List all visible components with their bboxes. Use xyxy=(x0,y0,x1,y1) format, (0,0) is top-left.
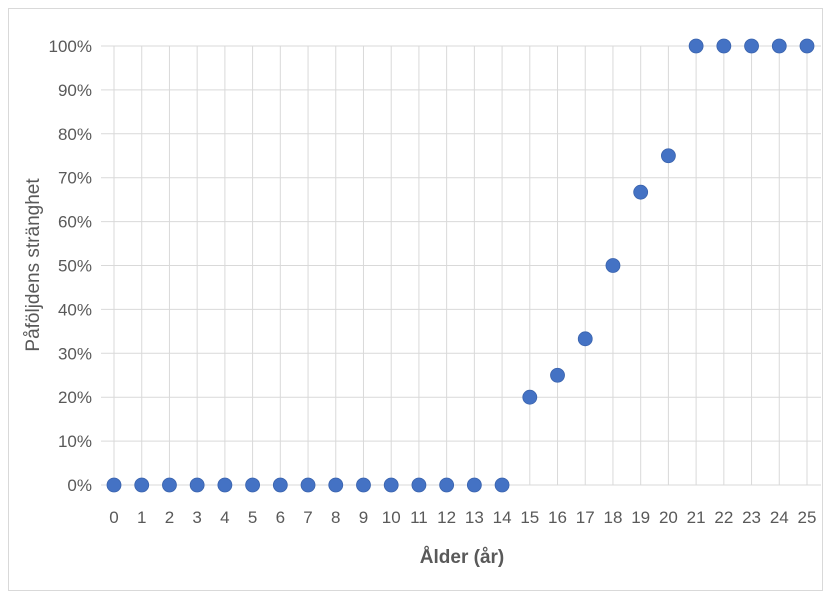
x-tick-label: 3 xyxy=(192,508,201,527)
y-tick-label: 80% xyxy=(58,125,92,144)
data-point xyxy=(633,184,649,200)
x-tick-label: 6 xyxy=(276,508,285,527)
x-tick-label: 0 xyxy=(109,508,118,527)
x-tick-label: 5 xyxy=(248,508,257,527)
data-point xyxy=(383,477,399,493)
x-tick-label: 7 xyxy=(303,508,312,527)
data-point xyxy=(466,477,482,493)
data-point xyxy=(439,477,455,493)
data-points xyxy=(106,38,815,493)
x-tick-label: 24 xyxy=(770,508,789,527)
y-tick-label: 40% xyxy=(58,300,92,319)
data-point xyxy=(771,38,787,54)
data-point xyxy=(688,38,704,54)
data-point xyxy=(577,331,593,347)
y-tick-label: 60% xyxy=(58,213,92,232)
data-point xyxy=(189,477,205,493)
data-point xyxy=(272,477,288,493)
x-axis-ticks: 0 1 2 3 4 5 6 7 8 9 10 11 12 13 14 15 16 17 18 19 20 21 22 23 24… xyxy=(109,508,816,527)
x-tick-label: 17 xyxy=(576,508,595,527)
x-tick-label: 25 xyxy=(798,508,817,527)
x-tick-label: 20 xyxy=(659,508,678,527)
y-tick-label: 10% xyxy=(58,432,92,451)
x-tick-label: 19 xyxy=(631,508,650,527)
data-point xyxy=(744,38,759,54)
x-tick-label: 16 xyxy=(548,508,567,527)
x-tick-label: 4 xyxy=(220,508,229,527)
y-tick-label: 20% xyxy=(58,388,92,407)
data-point xyxy=(134,477,150,493)
x-tick-label: 8 xyxy=(331,508,340,527)
x-tick-label: 12 xyxy=(437,508,456,527)
y-tick-label: 100% xyxy=(49,37,92,56)
data-point xyxy=(411,477,427,493)
x-tick-label: 10 xyxy=(382,508,401,527)
y-tick-label: 50% xyxy=(58,257,92,276)
x-tick-label: 15 xyxy=(520,508,539,527)
data-point xyxy=(661,148,676,164)
x-tick-label: 22 xyxy=(714,508,733,527)
x-axis-label: Ålder (år) xyxy=(420,547,504,568)
y-tick-label: 30% xyxy=(58,344,92,363)
gridlines xyxy=(101,45,821,486)
y-axis-label: Påföljdens stränghet xyxy=(23,178,44,352)
x-tick-label: 18 xyxy=(603,508,622,527)
y-axis-ticks: 0% 10% 20% 30% 40% 50% 60% 70% 80% 90% 100% xyxy=(49,37,92,495)
x-tick-label: 13 xyxy=(465,508,484,527)
data-point xyxy=(162,477,177,493)
data-point xyxy=(716,38,732,54)
data-point xyxy=(522,389,538,405)
y-tick-label: 90% xyxy=(58,81,92,100)
x-tick-label: 2 xyxy=(165,508,174,527)
data-point xyxy=(328,477,344,493)
x-tick-label: 1 xyxy=(137,508,146,527)
data-point xyxy=(550,367,565,383)
data-point xyxy=(799,38,815,54)
x-tick-label: 9 xyxy=(359,508,368,527)
data-point xyxy=(106,477,122,493)
y-tick-label: 70% xyxy=(58,169,92,188)
data-point xyxy=(245,477,261,493)
x-tick-label: 11 xyxy=(410,508,428,527)
data-point xyxy=(300,477,316,493)
chart-frame xyxy=(8,8,823,591)
x-tick-label: 23 xyxy=(742,508,761,527)
data-point xyxy=(356,477,371,493)
x-tick-label: 14 xyxy=(493,508,512,527)
data-point xyxy=(217,477,233,493)
data-point xyxy=(494,477,510,493)
y-tick-label: 0% xyxy=(67,476,92,495)
x-tick-label: 21 xyxy=(687,508,706,527)
data-point xyxy=(605,258,621,273)
